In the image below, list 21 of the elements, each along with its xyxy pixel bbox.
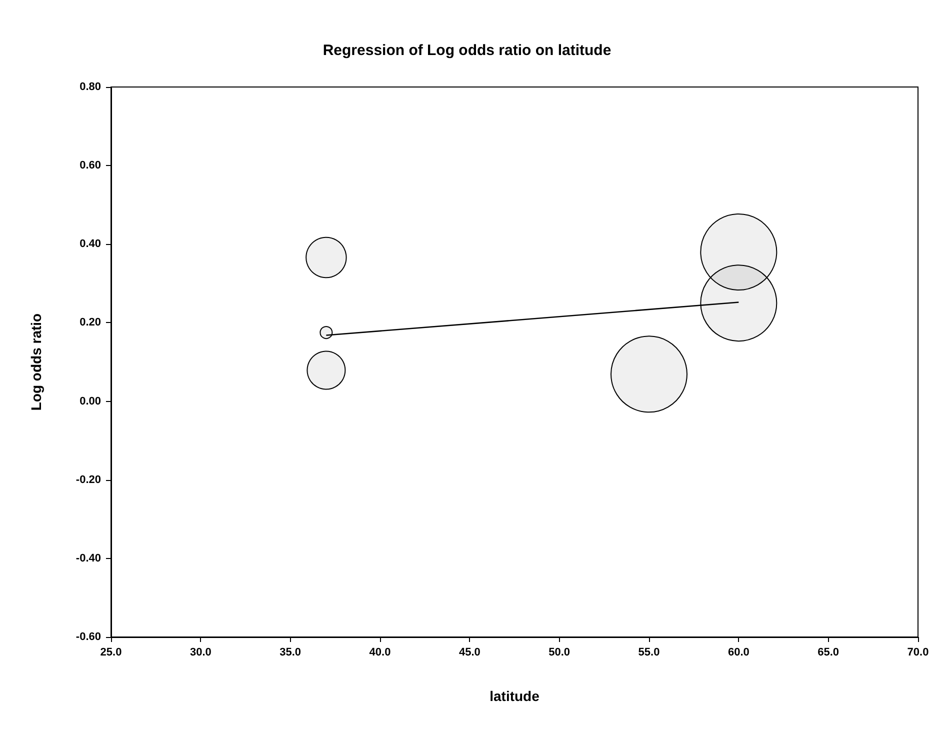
x-tick-label: 60.0	[728, 646, 750, 658]
y-tick-label: -0.40	[76, 552, 101, 564]
y-tick-label: 0.20	[80, 316, 101, 329]
x-axis-title: latitude	[490, 688, 540, 704]
x-tick-label: 50.0	[548, 646, 570, 658]
x-tick-label: 25.0	[100, 646, 122, 658]
x-tick-label: 70.0	[907, 646, 929, 658]
y-tick-label: 0.40	[80, 238, 101, 250]
y-tick-label: 0.80	[80, 81, 101, 93]
x-tick-label: 45.0	[458, 646, 480, 658]
y-axis-title: Log odds ratio	[28, 313, 44, 411]
chart-title: Regression of Log odds ratio on latitude	[322, 42, 612, 59]
x-tick-label: 55.0	[638, 646, 660, 658]
y-tick-label: 0.60	[80, 160, 101, 172]
x-tick-label: 65.0	[818, 646, 840, 658]
x-tick-label: 35.0	[280, 646, 302, 658]
x-tick-label: 30.0	[190, 646, 212, 658]
y-tick-label: 0.00	[80, 395, 101, 408]
y-tick-label: -0.60	[76, 631, 101, 643]
x-tick-label: 40.0	[369, 646, 391, 658]
y-tick-label: -0.20	[76, 474, 101, 486]
